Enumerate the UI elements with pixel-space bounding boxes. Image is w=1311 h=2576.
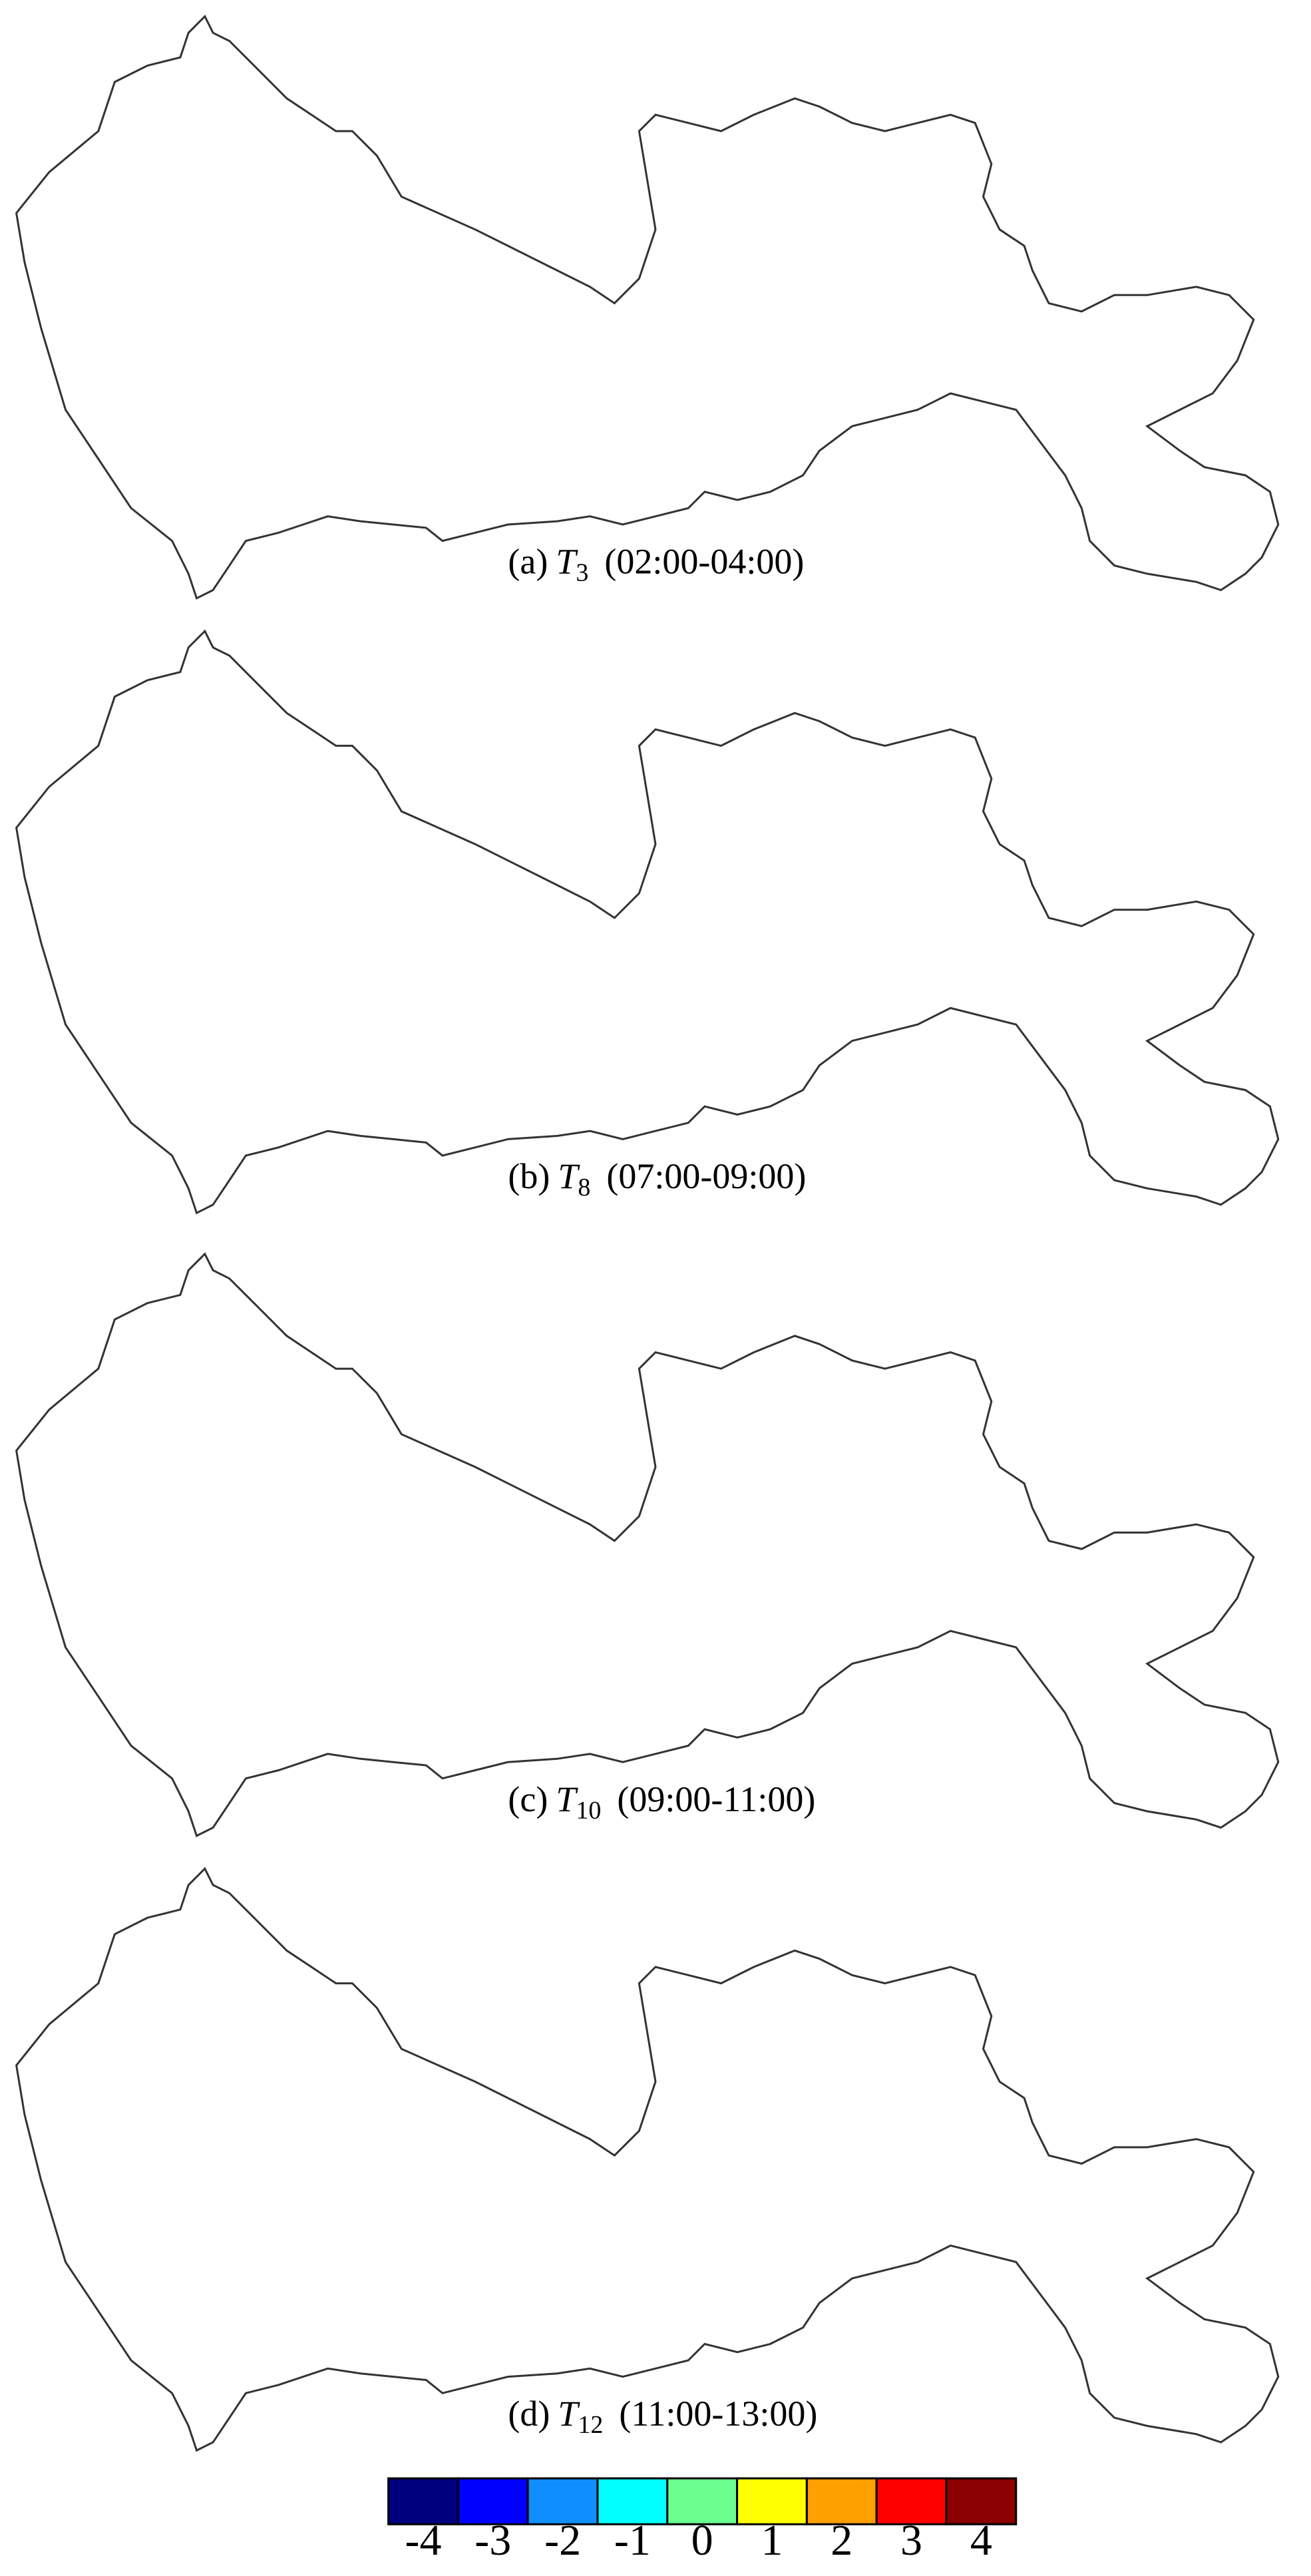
caption-label: (d) <box>508 2394 550 2434</box>
colorbar-cell <box>457 2477 529 2525</box>
colorbar-cell <box>945 2477 1018 2525</box>
caption-label: (c) <box>508 1779 548 1819</box>
colorbar-tick-label: -1 <box>614 2516 651 2565</box>
region-outline <box>15 1866 1280 2452</box>
colorbar-cell <box>387 2477 459 2525</box>
colorbar-cell <box>526 2477 599 2525</box>
caption-label: (b) <box>508 1156 550 1196</box>
caption-period: (09:00-11:00) <box>617 1779 815 1819</box>
panel-caption: (b) T8 (07:00-09:00) <box>508 1156 806 1201</box>
caption-subscript: 12 <box>578 2411 603 2439</box>
caption-symbol: T <box>556 1779 578 1819</box>
colorbar-tick-label: -2 <box>544 2516 581 2565</box>
colorbar-tick-label: -4 <box>405 2516 442 2565</box>
panel-caption: (c) T10 (09:00-11:00) <box>508 1779 815 1824</box>
colorbar: -4 -3 -2 -1 0 1 2 3 4 <box>387 2477 1018 2565</box>
caption-symbol: T <box>558 2394 580 2434</box>
colorbar-cell <box>666 2477 739 2525</box>
colorbar-cell <box>736 2477 808 2525</box>
caption-period: (02:00-04:00) <box>604 542 804 582</box>
region-outline <box>15 15 1280 600</box>
colorbar-tick-label: 0 <box>691 2516 713 2565</box>
caption-symbol: T <box>558 1156 580 1196</box>
region-outline <box>15 1252 1280 1838</box>
map-panel: (d) T12 (11:00-13:00) <box>15 1866 1280 2452</box>
panel-caption: (d) T12 (11:00-13:00) <box>508 2394 817 2439</box>
caption-subscript: 3 <box>576 558 588 586</box>
caption-period: (07:00-09:00) <box>606 1156 806 1196</box>
caption-subscript: 10 <box>576 1796 601 1824</box>
colorbar-tick-label: 4 <box>970 2516 992 2565</box>
map-panel: (b) T8 (07:00-09:00) <box>15 629 1280 1215</box>
caption-label: (a) <box>508 542 548 582</box>
panel-caption: (a) T3 (02:00-04:00) <box>508 542 804 586</box>
colorbar-tick-label: 2 <box>831 2516 852 2565</box>
caption-symbol: T <box>556 542 578 582</box>
caption-period: (11:00-13:00) <box>619 2394 817 2434</box>
map-panel: (c) T10 (09:00-11:00) <box>15 1252 1280 1838</box>
colorbar-tick-label: -3 <box>474 2516 511 2565</box>
map-panel: (a) T3 (02:00-04:00) <box>15 15 1280 600</box>
region-outline <box>15 629 1280 1215</box>
colorbar-tick-label: 3 <box>900 2516 922 2565</box>
caption-subscript: 8 <box>578 1174 590 1201</box>
colorbar-cell <box>805 2477 878 2525</box>
colorbar-cell <box>875 2477 948 2525</box>
colorbar-tick-label: 1 <box>761 2516 783 2565</box>
